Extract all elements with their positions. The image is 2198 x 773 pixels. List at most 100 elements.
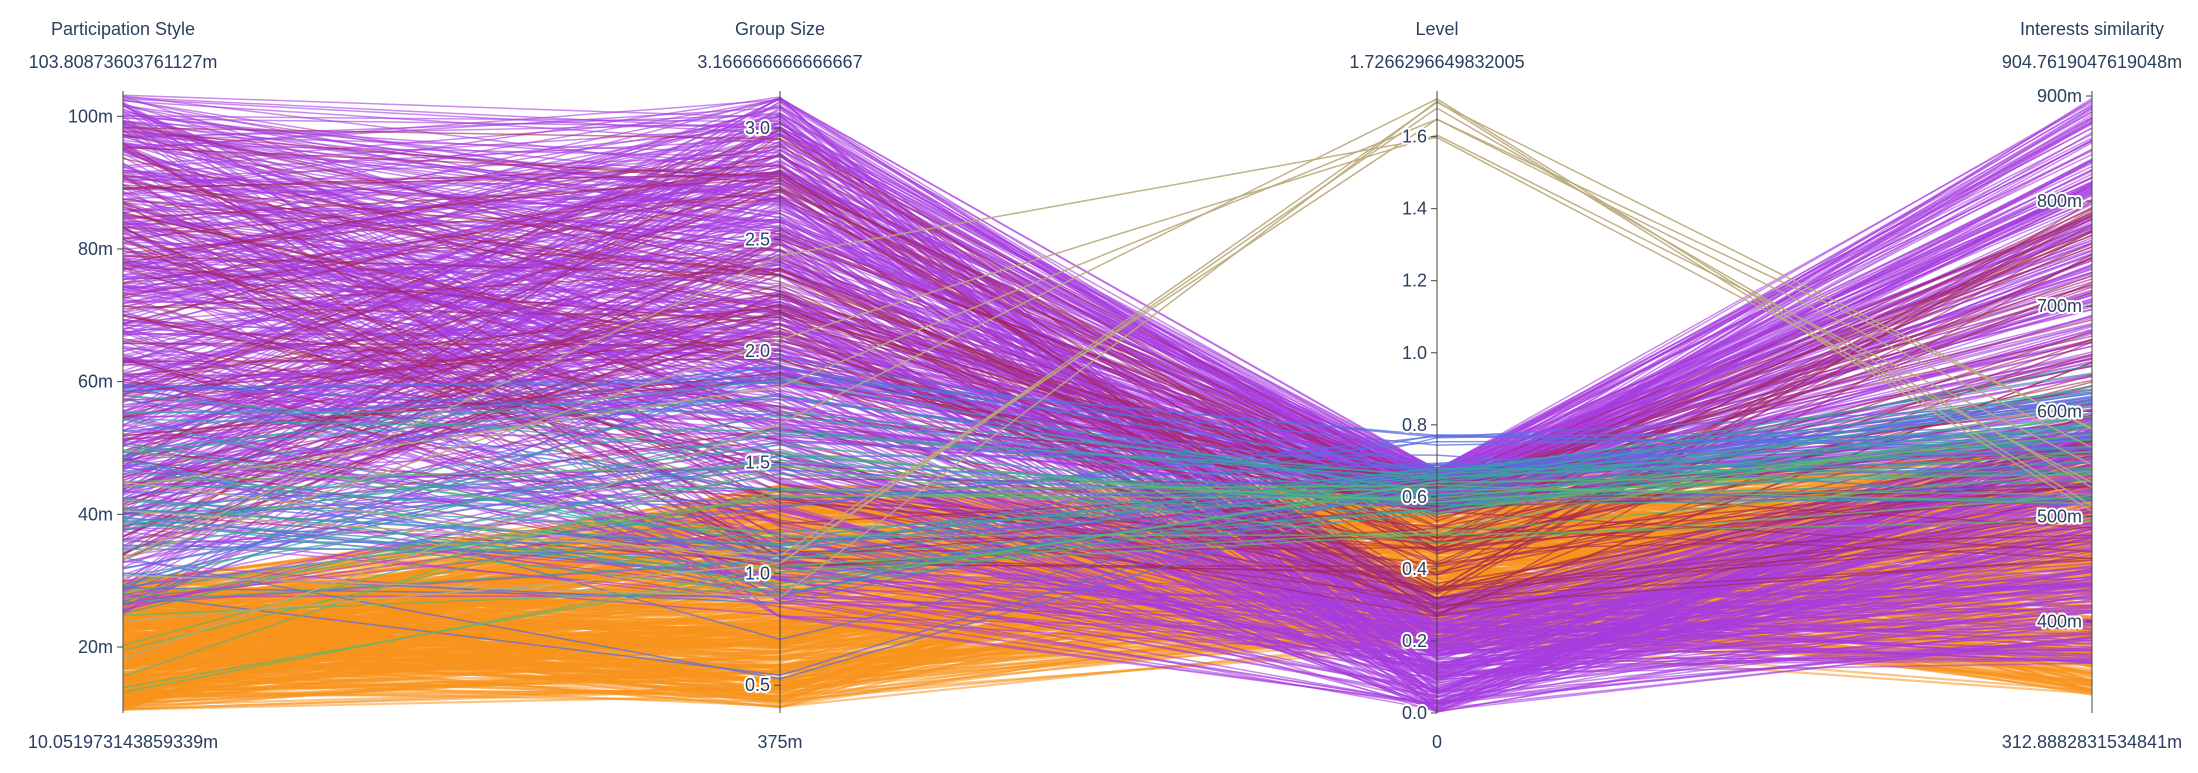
axis-range-max-label: 3.166666666666667 [697,52,862,72]
axes-layer: Participation Style 103.80873603761127m 10… [28,19,2182,752]
data-line [122,305,2093,540]
tick-label: 1.0 [745,564,770,584]
data-line [122,126,2093,471]
tick-label: 100m [68,106,113,126]
tick-label: 900m [2037,86,2082,106]
data-line [122,587,2093,689]
tick-label: 1.0 [1402,343,1427,363]
tick-label: 1.2 [1402,271,1427,291]
axis-title: Group Size [735,19,825,39]
data-line [122,473,2093,617]
tick-label: 2.5 [745,230,770,250]
tick-label: 0.4 [1402,559,1427,579]
data-line [122,136,2093,560]
data-line [122,470,2093,689]
data-line [122,118,2093,488]
data-line [122,388,2093,546]
tick-label: 80m [78,239,113,259]
data-line [122,234,2093,547]
data-line [122,473,2093,577]
tick-label: 3.0 [745,118,770,138]
data-line [122,433,2093,594]
tick-label: 20m [78,637,113,657]
data-line [122,365,2093,504]
data-line [122,415,2093,604]
tick-label: 500m [2037,506,2082,526]
data-line [122,394,2093,493]
data-line [122,118,2093,557]
data-line [122,315,2093,608]
data-line [122,171,2093,474]
tick-label: 0.2 [1402,631,1427,651]
data-line [122,100,2093,598]
axis-4[interactable]: Interests similarity 904.7619047619048m 31… [2002,19,2182,752]
data-line [122,210,2093,600]
data-line [122,138,2093,516]
data-line [122,372,2093,599]
tick-label: 400m [2037,611,2082,631]
data-line [122,98,2093,660]
tick-label: 0.0 [1402,703,1427,723]
data-line [122,410,2093,479]
data-line [122,164,2093,565]
data-line [122,364,2093,595]
axis-title: Level [1415,19,1458,39]
axis-1[interactable]: Participation Style 103.80873603761127m 10… [28,19,218,752]
data-line [122,144,2093,507]
axis-range-min-label: 375m [757,732,802,752]
tick-label: 1.6 [1402,127,1427,147]
polyline-layer [122,94,2093,713]
tick-label: 40m [78,504,113,524]
data-line [122,486,2093,680]
data-line [122,98,2093,671]
tick-label: 0.8 [1402,415,1427,435]
data-line [122,450,2093,647]
data-line [122,101,2093,564]
data-line [122,484,2093,652]
tick-label: 1.5 [745,452,770,472]
data-line [122,427,2093,587]
tick-label: 60m [78,372,113,392]
data-line [122,133,2093,510]
tick-label: 0.6 [1402,487,1427,507]
tick-label: 600m [2037,401,2082,421]
data-line [122,104,2093,485]
axis-range-min-label: 312.8882831534841m [2002,732,2182,752]
data-line [122,427,2093,678]
data-line [122,444,2093,526]
data-line [122,160,2093,487]
data-line [122,404,2093,515]
axis-2[interactable]: Group Size 3.166666666666667 375m 0.5 1.0 1.5… [697,19,862,752]
tick-label: 800m [2037,191,2082,211]
axis-title: Participation Style [51,19,195,39]
data-line [122,488,2093,601]
data-line [122,405,2093,558]
axis-range-max-label: 904.7619047619048m [2002,52,2182,72]
tick-label: 2.0 [745,341,770,361]
data-line [122,206,2093,543]
data-line [122,465,2093,544]
data-line [122,439,2093,546]
data-line [122,400,2093,677]
data-line [122,99,2093,477]
data-line [122,386,2093,493]
data-line [122,185,2093,501]
data-line [122,185,2093,519]
axis-3[interactable]: Level 1.7266296649832005 00.0 0.2 0.4 0.6 0.8 1… [1349,19,1524,752]
axis-range-max-label: 103.80873603761127m [29,52,218,72]
tick-label: 0.5 [745,675,770,695]
data-line [122,107,2093,623]
data-line [122,295,2093,565]
data-line [122,488,2093,674]
data-line [122,196,2093,544]
data-line [122,538,2093,664]
data-line [122,384,2093,688]
data-line [122,126,2093,488]
data-line [122,376,2093,450]
axis-range-min-label: 0 [1432,732,1442,752]
axis-title: Interests similarity [2020,19,2164,39]
data-line [122,424,2093,573]
data-line [122,357,2093,657]
